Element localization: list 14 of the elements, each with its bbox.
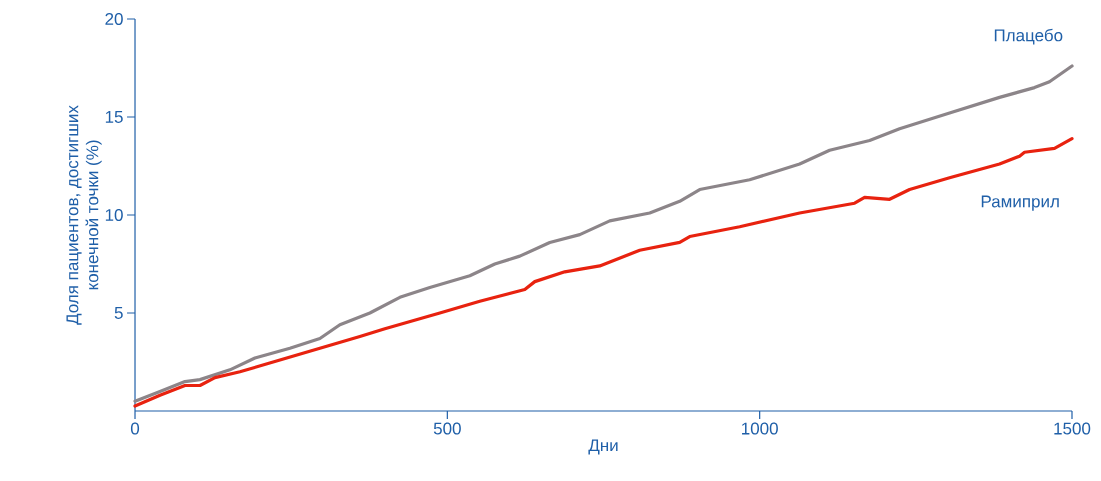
line-series <box>133 64 1074 403</box>
y-tick-label: 5 <box>114 307 123 319</box>
series-label: Плацебо <box>994 28 1063 45</box>
x-tick-label: 1500 <box>1054 422 1091 435</box>
x-tick-label: 1000 <box>742 422 778 435</box>
x-tick-label: 500 <box>433 422 461 435</box>
line-series <box>133 136 1074 408</box>
x-axis-title: Дни <box>588 439 618 455</box>
series-label: Рамиприл <box>981 195 1059 211</box>
y-tick-label: 10 <box>105 208 123 222</box>
y-axis-title: Доля пациентов, достигших конечной точки (%) <box>66 105 102 325</box>
x-tick-label: 0 <box>130 422 140 435</box>
y-tick-label: 15 <box>105 111 123 123</box>
y-tick-label: 20 <box>105 12 123 26</box>
